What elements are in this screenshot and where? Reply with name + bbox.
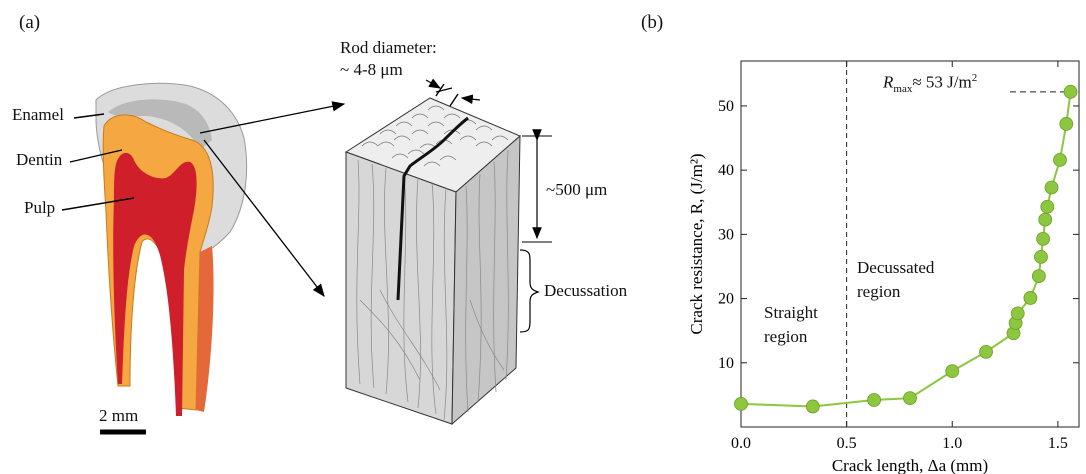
x-tick-label: 1.5 (1048, 435, 1068, 452)
r-curve-chart: 0.0 0.5 1.0 1.5 10 20 30 40 50 Crack length, Δa (… (687, 60, 1080, 474)
data-point (867, 393, 881, 407)
panel-b-label: (b) (641, 12, 664, 33)
decussated-region-line-2: region (857, 282, 901, 301)
plot-frame (740, 60, 1080, 428)
x-tick-label: 1.0 (942, 435, 962, 452)
data-point (734, 396, 748, 411)
rod-diameter-title: Rod diameter: (340, 38, 437, 57)
straight-region-label: Straight region (764, 301, 818, 349)
rmax-superscript: 2 (971, 72, 978, 84)
x-axis-label: Crack length, Δa (mm) (832, 456, 988, 474)
y-tick-label: 30 (718, 226, 734, 243)
rmax-annotation: Rmax≈ 53 J/m2 (883, 72, 977, 95)
data-point (1063, 84, 1078, 99)
zoom-arrow-bottom (203, 139, 325, 298)
y-tick-label: 40 (718, 162, 734, 179)
enamel-rod-block (344, 97, 521, 426)
enamel-structure-illustration (61, 78, 552, 435)
tooth-pulp-shape (113, 152, 197, 417)
y-tick-label: 10 (718, 355, 734, 372)
data-point (1036, 231, 1050, 246)
y-tick-label: 20 (718, 291, 734, 308)
crack-path (396, 116, 469, 301)
x-tick-label: 0.5 (837, 435, 857, 452)
zoom-arrow-top (199, 101, 346, 134)
data-point (1038, 212, 1053, 227)
rod-side-lines (356, 149, 509, 421)
rmax-symbol: R (883, 72, 894, 92)
rmax-subscript: max (893, 83, 913, 96)
data-point (1040, 199, 1055, 214)
data-point (1053, 152, 1067, 167)
dentin-label: Dentin (16, 150, 63, 169)
scale-bar-label: 2 mm (99, 406, 139, 425)
straight-region-line-2: region (764, 327, 808, 346)
data-point (1010, 306, 1025, 321)
decussated-region-label: Decussated region (857, 256, 934, 304)
data-point (1034, 249, 1048, 264)
data-point (979, 344, 993, 359)
r-curve-line (740, 91, 1072, 408)
enamel-inner-shade (108, 99, 212, 150)
x-tick-label: 0.0 (731, 435, 751, 452)
y-axis-label: Crack resistance, R, (J/m²) (687, 153, 706, 334)
rmax-value: ≈ 53 J/m (912, 72, 972, 92)
y-tick-label: 50 (718, 98, 734, 115)
data-point (903, 391, 917, 406)
data-point (1059, 117, 1074, 131)
data-point (1023, 291, 1038, 305)
panel-a-label: (a) (19, 12, 41, 33)
decussation-label: Decussation (544, 281, 628, 300)
pulp-label: Pulp (24, 198, 56, 217)
depth-label: ~500 μm (546, 180, 608, 199)
decussation-brace (519, 249, 540, 333)
data-point (1031, 269, 1046, 284)
data-point (945, 364, 960, 379)
decussated-region-line-1: Decussated (857, 258, 935, 277)
straight-region-line-1: Straight (764, 303, 818, 322)
enamel-label: Enamel (12, 105, 64, 124)
rod-diameter-value: ~ 4-8 μm (340, 60, 403, 79)
data-point (805, 399, 820, 414)
data-point (1044, 180, 1059, 195)
